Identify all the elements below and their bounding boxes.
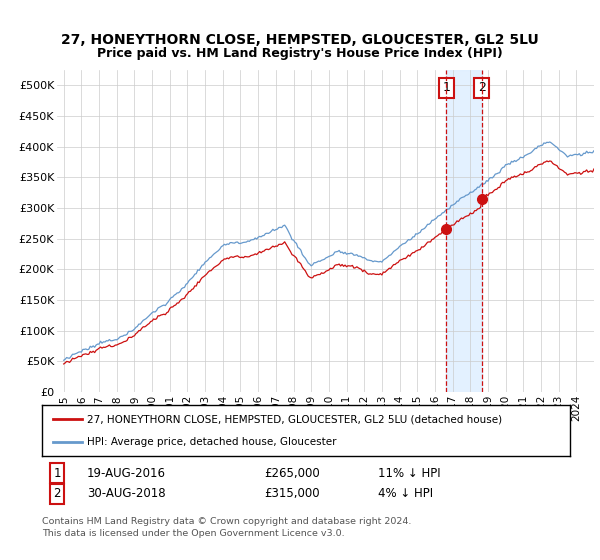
Text: 30-AUG-2018: 30-AUG-2018 xyxy=(87,487,166,501)
Text: £265,000: £265,000 xyxy=(264,466,320,480)
Text: 2: 2 xyxy=(53,487,61,501)
Text: 11% ↓ HPI: 11% ↓ HPI xyxy=(378,466,440,480)
Text: Contains HM Land Registry data © Crown copyright and database right 2024.: Contains HM Land Registry data © Crown c… xyxy=(42,517,412,526)
Text: 4% ↓ HPI: 4% ↓ HPI xyxy=(378,487,433,501)
Bar xyxy=(446,70,482,392)
Text: This data is licensed under the Open Government Licence v3.0.: This data is licensed under the Open Gov… xyxy=(42,529,344,538)
Text: 1: 1 xyxy=(53,466,61,480)
Text: HPI: Average price, detached house, Gloucester: HPI: Average price, detached house, Glou… xyxy=(87,437,337,447)
Text: Price paid vs. HM Land Registry's House Price Index (HPI): Price paid vs. HM Land Registry's House … xyxy=(97,46,503,60)
Text: £315,000: £315,000 xyxy=(264,487,320,501)
Text: 2: 2 xyxy=(478,81,486,94)
Text: 19-AUG-2016: 19-AUG-2016 xyxy=(87,466,166,480)
Text: 27, HONEYTHORN CLOSE, HEMPSTED, GLOUCESTER, GL2 5LU: 27, HONEYTHORN CLOSE, HEMPSTED, GLOUCEST… xyxy=(61,33,539,47)
Text: 27, HONEYTHORN CLOSE, HEMPSTED, GLOUCESTER, GL2 5LU (detached house): 27, HONEYTHORN CLOSE, HEMPSTED, GLOUCEST… xyxy=(87,414,502,424)
Text: 1: 1 xyxy=(442,81,450,94)
